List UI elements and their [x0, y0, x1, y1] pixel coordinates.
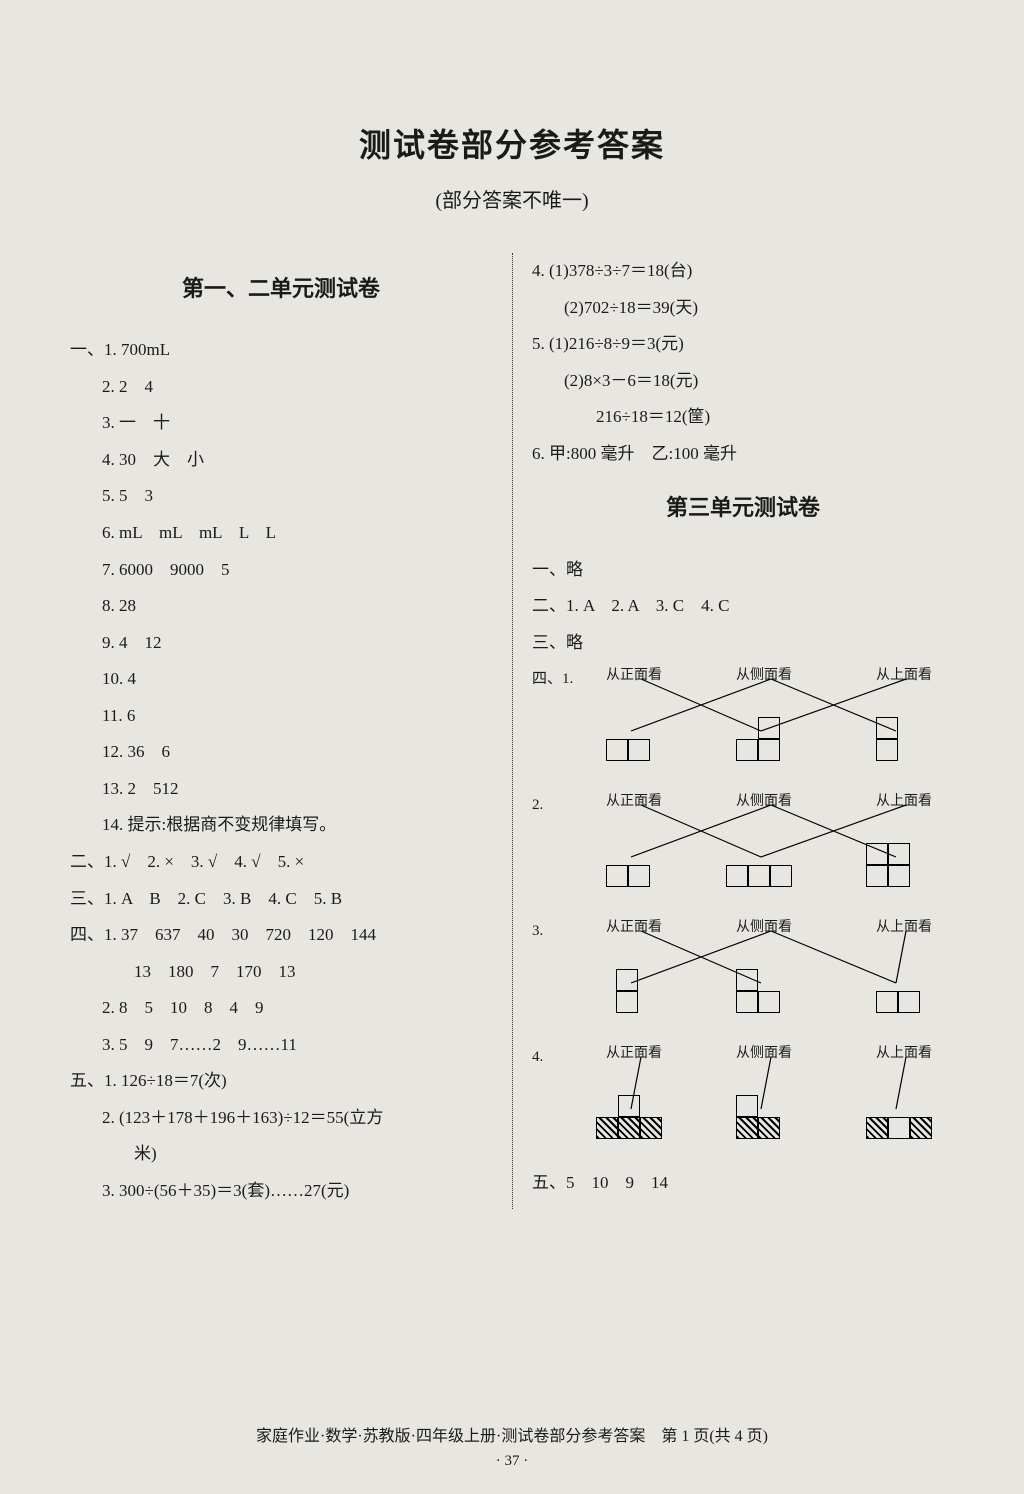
grid-cell: [876, 991, 898, 1013]
answer-line: 14. 提示:根据商不变规律填写。: [70, 807, 492, 844]
matching-lines: [586, 913, 966, 1033]
grid-cell: [758, 1117, 780, 1139]
answer-line: 2. (123＋178＋196＋163)÷12＝55(立方: [70, 1100, 492, 1137]
section-title-unit12: 第一、二单元测试卷: [70, 265, 492, 312]
diagram-prefix: 四、1.: [532, 661, 586, 695]
grid-cell: [758, 717, 780, 739]
column-divider: [512, 253, 513, 1209]
answer-line: 3. 5 9 7……2 9……11: [70, 1027, 492, 1064]
answer-line: 13. 2 512: [70, 771, 492, 808]
answer-line: 一、1. 700mL: [70, 332, 492, 369]
grid-cell: [866, 1117, 888, 1139]
diagram-section: 四、1.从正面看从侧面看从上面看2.从正面看从侧面看从上面看3.从正面看从侧面看…: [532, 661, 954, 1159]
answer-line: 五、5 10 9 14: [532, 1165, 954, 1202]
answer-line: 9. 4 12: [70, 625, 492, 662]
answer-line: 三、略: [532, 625, 954, 662]
page-title: 测试卷部分参考答案: [70, 120, 954, 166]
grid-cell: [618, 1117, 640, 1139]
grid-cell: [726, 865, 748, 887]
answer-line: 13 180 7 170 13: [70, 954, 492, 991]
answer-line: 二、1. √ 2. × 3. √ 4. √ 5. ×: [70, 844, 492, 881]
answer-line: 2. 2 4: [70, 369, 492, 406]
right-mid-lines: 一、略二、1. A 2. A 3. C 4. C三、略: [532, 552, 954, 662]
answer-line: 12. 36 6: [70, 734, 492, 771]
answer-line: 5. 5 3: [70, 478, 492, 515]
answer-line: 米): [70, 1136, 492, 1173]
answer-line: 11. 6: [70, 698, 492, 735]
diagram-row: 4.从正面看从侧面看从上面看: [532, 1039, 954, 1159]
diagram-body: 从正面看从侧面看从上面看: [586, 787, 954, 907]
grid-cell: [618, 1095, 640, 1117]
grid-cell: [866, 843, 888, 865]
grid-cell: [606, 739, 628, 761]
grid-cell: [628, 739, 650, 761]
grid-cell: [596, 1117, 618, 1139]
grid-cell: [770, 865, 792, 887]
page-footer: 家庭作业·数学·苏教版·四年级上册·测试卷部分参考答案 第 1 页(共 4 页): [0, 1422, 1024, 1446]
answer-line: 4. 30 大 小: [70, 442, 492, 479]
answer-line: 5. (1)216÷8÷9＝3(元): [532, 326, 954, 363]
grid-cell: [758, 739, 780, 761]
answer-line: 216÷18＝12(筐): [532, 399, 954, 436]
answer-line: 一、略: [532, 552, 954, 589]
left-answer-lines: 一、1. 700mL2. 2 43. 一 十4. 30 大 小5. 5 36. …: [70, 332, 492, 1209]
answer-line: 五、1. 126÷18＝7(次): [70, 1063, 492, 1100]
grid-cell: [736, 739, 758, 761]
grid-cell: [898, 991, 920, 1013]
answer-line: (2)702÷18＝39(天): [532, 290, 954, 327]
answer-line: 6. 甲:800 毫升 乙:100 毫升: [532, 436, 954, 473]
diagram-row: 2.从正面看从侧面看从上面看: [532, 787, 954, 907]
right-bottom-line: 五、5 10 9 14: [532, 1165, 954, 1202]
grid-cell: [910, 1117, 932, 1139]
section-title-unit3: 第三单元测试卷: [532, 484, 954, 531]
diagram-prefix: 3.: [532, 913, 586, 947]
page-subtitle: (部分答案不唯一): [70, 184, 954, 213]
matching-lines: [586, 1039, 966, 1159]
columns: 第一、二单元测试卷 一、1. 700mL2. 2 43. 一 十4. 30 大 …: [70, 253, 954, 1209]
right-top-lines: 4. (1)378÷3÷7＝18(台)(2)702÷18＝39(天)5. (1)…: [532, 253, 954, 472]
answer-line: 8. 28: [70, 588, 492, 625]
diagram-row: 3.从正面看从侧面看从上面看: [532, 913, 954, 1033]
grid-cell: [876, 739, 898, 761]
diagram-row: 四、1.从正面看从侧面看从上面看: [532, 661, 954, 781]
grid-cell: [606, 865, 628, 887]
answer-line: (2)8×3－6＝18(元): [532, 363, 954, 400]
answer-line: 3. 300÷(56＋35)＝3(套)……27(元): [70, 1173, 492, 1210]
answer-line: 二、1. A 2. A 3. C 4. C: [532, 588, 954, 625]
grid-cell: [640, 1117, 662, 1139]
grid-cell: [736, 1117, 758, 1139]
column-left: 第一、二单元测试卷 一、1. 700mL2. 2 43. 一 十4. 30 大 …: [70, 253, 512, 1209]
diagram-body: 从正面看从侧面看从上面看: [586, 913, 954, 1033]
page-number: · 37 ·: [0, 1453, 1024, 1470]
grid-cell: [876, 717, 898, 739]
grid-cell: [736, 1095, 758, 1117]
grid-cell: [736, 991, 758, 1013]
answer-line: 2. 8 5 10 8 4 9: [70, 990, 492, 1027]
grid-cell: [748, 865, 770, 887]
answer-line: 10. 4: [70, 661, 492, 698]
diagram-body: 从正面看从侧面看从上面看: [586, 1039, 954, 1159]
grid-cell: [616, 991, 638, 1013]
grid-cell: [736, 969, 758, 991]
answer-line: 四、1. 37 637 40 30 720 120 144: [70, 917, 492, 954]
grid-cell: [888, 843, 910, 865]
answer-line: 6. mL mL mL L L: [70, 515, 492, 552]
answer-line: 三、1. A B 2. C 3. B 4. C 5. B: [70, 881, 492, 918]
answer-line: 4. (1)378÷3÷7＝18(台): [532, 253, 954, 290]
diagram-body: 从正面看从侧面看从上面看: [586, 661, 954, 781]
grid-cell: [628, 865, 650, 887]
diagram-prefix: 2.: [532, 787, 586, 821]
grid-cell: [866, 865, 888, 887]
answer-line: 7. 6000 9000 5: [70, 552, 492, 589]
answer-line: 3. 一 十: [70, 405, 492, 442]
grid-cell: [616, 969, 638, 991]
grid-cell: [888, 1117, 910, 1139]
diagram-prefix: 4.: [532, 1039, 586, 1073]
grid-cell: [888, 865, 910, 887]
grid-cell: [758, 991, 780, 1013]
column-right: 4. (1)378÷3÷7＝18(台)(2)702÷18＝39(天)5. (1)…: [512, 253, 954, 1209]
